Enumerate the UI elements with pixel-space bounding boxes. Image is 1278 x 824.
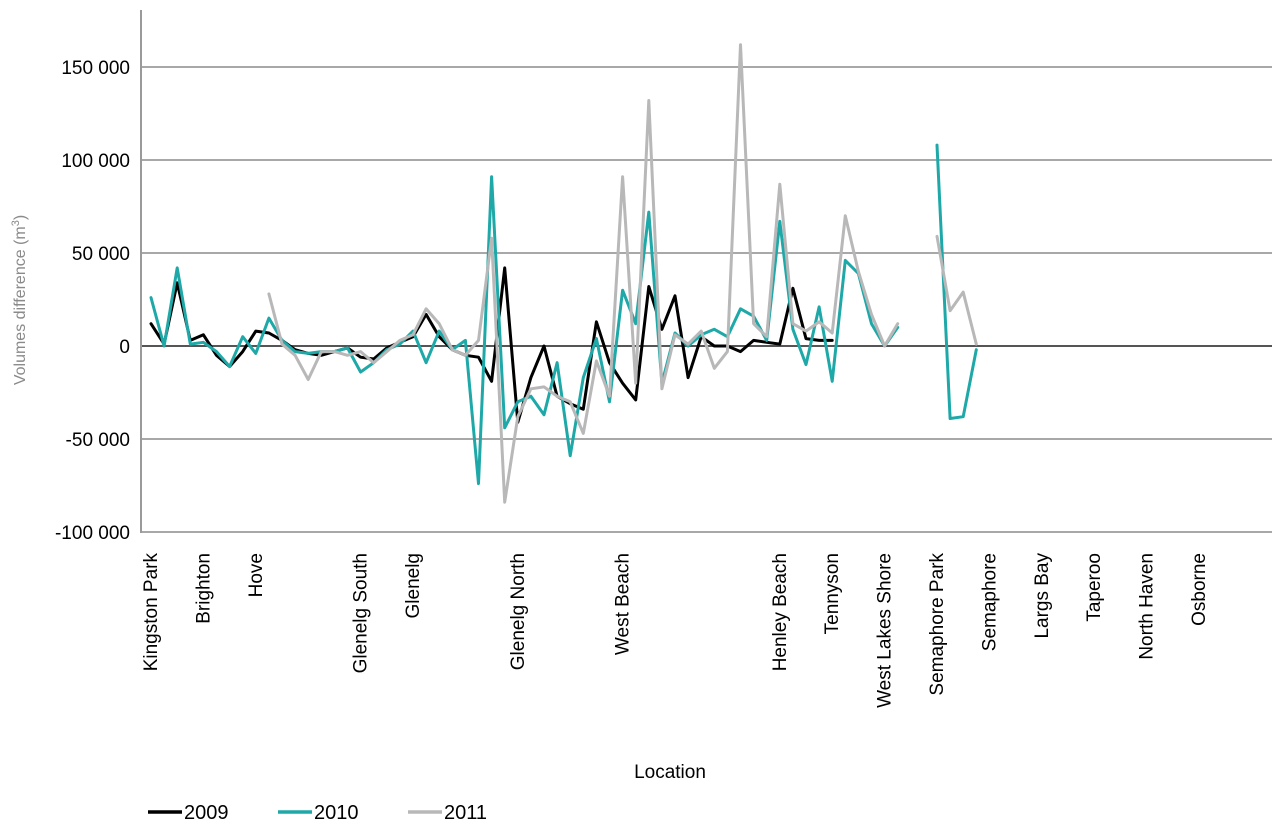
grid [141, 66, 1272, 533]
legend: 2009 2010 2011 [148, 802, 487, 824]
category-label: Henley Beach [770, 553, 791, 671]
y-tick-label: 0 [119, 337, 130, 358]
category-label: Kingston Park [141, 553, 162, 672]
category-label: Largs Bay [1032, 553, 1053, 639]
y-tick-labels: 150 000 100 000 50 000 0 -50 000 -100 000 [55, 58, 130, 544]
y-axis-title-superscript: 3 [10, 220, 22, 226]
y-tick-label: 150 000 [61, 58, 130, 79]
y-tick-label: -100 000 [55, 523, 130, 544]
category-label: Hove [246, 553, 267, 597]
x-axis-title: Location [634, 762, 706, 783]
y-tick-label: -50 000 [66, 430, 130, 451]
category-label: Osborne [1189, 553, 1210, 626]
category-label: Brighton [193, 553, 214, 624]
category-label: Semaphore Park [927, 553, 948, 696]
category-label: Glenelg [403, 553, 424, 619]
category-label: West Lakes Shore [875, 553, 896, 708]
series-line-2011 [267, 43, 978, 504]
y-axis-title-close: ) [12, 215, 29, 220]
category-label: Tennyson [822, 553, 843, 634]
y-tick-label: 50 000 [72, 244, 130, 265]
y-axis-title-text: Volumes difference (m [12, 226, 29, 385]
series-lines [149, 43, 978, 504]
category-label: Glenelg North [508, 553, 529, 670]
category-label: West Beach [613, 553, 634, 655]
category-label: Glenelg South [351, 553, 372, 673]
category-label: North Haven [1137, 553, 1158, 660]
category-labels: Kingston Park Brighton Hove Glenelg South Gl… [141, 553, 1210, 708]
category-label: Taperoo [1084, 553, 1105, 622]
legend-label-2009: 2009 [184, 802, 229, 824]
category-label: Semaphore [979, 553, 1000, 651]
legend-label-2010: 2010 [314, 802, 359, 824]
y-axis-title: Volumes difference (m3) [10, 215, 29, 385]
legend-label-2011: 2011 [444, 802, 487, 824]
y-tick-label: 100 000 [61, 151, 130, 172]
